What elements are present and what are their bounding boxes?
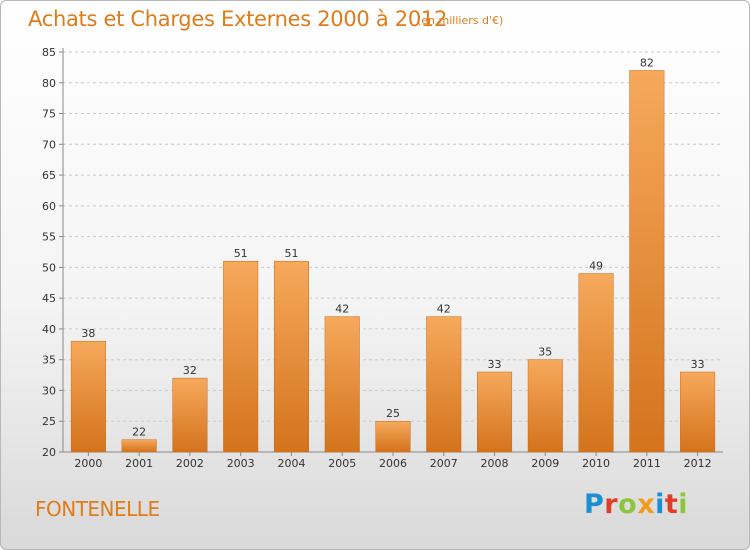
- x-tick-label: 2012: [684, 457, 712, 470]
- tick-labels: 20 25 30 35 40 45 50 55 60 65 70 75 80 85 2000 2001 2002…: [42, 46, 712, 470]
- logo-letter: x: [637, 489, 656, 520]
- bar-2002[interactable]: [172, 377, 208, 453]
- chart-title: Achats et Charges Externes 2000 à 2012: [28, 7, 448, 31]
- bar-2001[interactable]: [121, 439, 157, 453]
- y-tick-label: 20: [42, 446, 56, 459]
- value-labels: 38 22 32 51 51 42 25 42 33 35 49 82 33: [81, 56, 704, 438]
- x-tick-label: 2009: [531, 457, 559, 470]
- y-tick-label: 25: [42, 415, 56, 428]
- x-tick-label: 2010: [582, 457, 610, 470]
- bar-2006[interactable]: [375, 420, 411, 453]
- chart-subtitle: (en milliers d'€): [417, 14, 504, 27]
- logo-letter: r: [604, 489, 619, 520]
- x-tick-label: 2006: [379, 457, 407, 470]
- x-tick-label: 2008: [481, 457, 509, 470]
- bar-2012[interactable]: [680, 371, 716, 453]
- proxiti-logo[interactable]: Proxiti: [584, 489, 688, 520]
- bar-2011[interactable]: [629, 70, 665, 453]
- x-tick-label: 2001: [125, 457, 153, 470]
- value-label-2007: 42: [437, 303, 451, 316]
- y-tick-label: 30: [42, 384, 56, 397]
- value-label-2002: 32: [183, 364, 197, 377]
- value-label-2004: 51: [284, 247, 298, 260]
- y-tick-label: 85: [42, 46, 56, 59]
- y-tick-label: 50: [42, 261, 56, 274]
- bar-2005[interactable]: [324, 316, 360, 453]
- value-label-2003: 51: [234, 247, 248, 260]
- bar-2009[interactable]: [527, 359, 563, 453]
- bar-2010[interactable]: [578, 273, 614, 453]
- commune-name: FONTENELLE: [35, 497, 160, 521]
- logo-letter: o: [618, 489, 638, 520]
- bar-2004[interactable]: [273, 260, 309, 453]
- x-tick-label: 2007: [430, 457, 458, 470]
- bar-2007[interactable]: [426, 316, 462, 453]
- value-label-2010: 49: [589, 260, 603, 273]
- x-tick-label: 2005: [328, 457, 356, 470]
- x-tick-label: 2002: [176, 457, 204, 470]
- y-tick-label: 45: [42, 292, 56, 305]
- y-tick-label: 75: [42, 108, 56, 121]
- bar-2008[interactable]: [477, 371, 513, 453]
- bar-2000[interactable]: [70, 340, 106, 453]
- value-label-2008: 33: [488, 358, 502, 371]
- value-label-2001: 22: [132, 426, 146, 439]
- logo-letter: P: [584, 489, 605, 520]
- x-tick-label: 2003: [227, 457, 255, 470]
- y-tick-label: 40: [42, 323, 56, 336]
- logo-letter: i: [655, 489, 665, 520]
- y-tick-label: 55: [42, 231, 56, 244]
- grid-lines: [63, 51, 723, 422]
- value-label-2011: 82: [640, 56, 654, 69]
- y-tick-label: 65: [42, 169, 56, 182]
- axes: [59, 48, 723, 456]
- logo-letter: i: [678, 489, 689, 520]
- value-label-2005: 42: [335, 303, 349, 316]
- y-tick-label: 60: [42, 200, 56, 213]
- y-tick-label: 35: [42, 354, 56, 367]
- logo-letter: t: [664, 489, 679, 520]
- value-label-2006: 25: [386, 407, 400, 420]
- x-tick-label: 2004: [277, 457, 305, 470]
- y-tick-label: 80: [42, 77, 56, 90]
- y-tick-label: 70: [42, 138, 56, 151]
- x-tick-label: 2000: [74, 457, 102, 470]
- value-label-2012: 33: [691, 358, 705, 371]
- x-tick-label: 2011: [633, 457, 661, 470]
- value-label-2009: 35: [538, 346, 552, 359]
- bar-2003[interactable]: [223, 260, 259, 453]
- bars: [70, 70, 716, 453]
- value-label-2000: 38: [81, 327, 95, 340]
